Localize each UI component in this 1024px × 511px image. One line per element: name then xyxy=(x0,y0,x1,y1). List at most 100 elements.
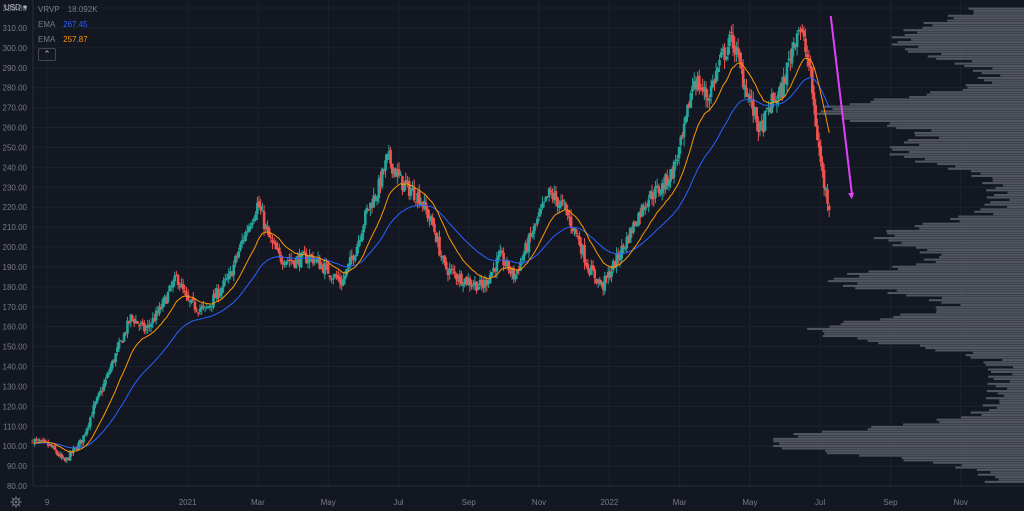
candle-body xyxy=(374,196,377,199)
candle-body xyxy=(588,269,591,276)
candle-body xyxy=(107,372,111,375)
volume-profile-bar xyxy=(822,430,1024,433)
volume-profile-bar xyxy=(1002,184,1024,187)
candle-body xyxy=(382,169,386,172)
volume-profile-bar xyxy=(986,189,1024,192)
candle-body xyxy=(144,329,148,331)
candle-body xyxy=(539,208,543,214)
candle-body xyxy=(210,305,214,308)
candle-body xyxy=(623,247,627,250)
volume-profile-bar xyxy=(935,349,1024,352)
candle-body xyxy=(185,292,188,297)
candle-body xyxy=(131,315,134,318)
y-tick-label: 280.00 xyxy=(3,84,28,93)
volume-profile-bar xyxy=(847,272,1024,275)
candle-body xyxy=(67,457,70,461)
volume-profile-bar xyxy=(971,174,1024,177)
candle-body xyxy=(697,75,701,91)
candle-body xyxy=(60,454,63,458)
volume-profile-bar xyxy=(973,69,1024,72)
candle-body xyxy=(303,251,306,254)
candle-body xyxy=(448,268,451,274)
legend-ema-fast[interactable]: EMA 257.87 xyxy=(38,32,98,47)
candle-body xyxy=(444,261,448,270)
candle-body xyxy=(679,136,683,146)
candle-body xyxy=(122,333,126,342)
candle-body xyxy=(460,273,463,285)
volume-profile-bar xyxy=(954,62,1024,65)
volume-profile-bar xyxy=(950,217,1024,221)
y-tick-label: 120.00 xyxy=(3,402,28,411)
candle-body xyxy=(272,241,276,244)
candle-body xyxy=(338,277,342,283)
candle-body xyxy=(574,229,578,234)
candle-body xyxy=(805,54,809,58)
candle-body xyxy=(259,205,263,211)
candle-body xyxy=(649,190,652,199)
volume-profile-bar xyxy=(822,330,1024,333)
candle-body xyxy=(478,279,482,286)
x-tick-label: 9 xyxy=(45,498,50,507)
volume-profile-bar xyxy=(891,36,1024,39)
legend-vrvp[interactable]: VRVP 18.092K xyxy=(38,2,98,17)
volume-profile-bar xyxy=(995,385,1024,388)
legend-ema-slow[interactable]: EMA 267.45 xyxy=(38,17,98,32)
candle-body xyxy=(443,255,446,263)
volume-profile-bar xyxy=(941,301,1024,304)
y-tick-label: 270.00 xyxy=(3,104,28,113)
volume-profile-bar xyxy=(937,162,1024,166)
candle-body xyxy=(677,146,681,159)
volume-profile-bar xyxy=(1003,394,1024,397)
candle-body xyxy=(622,245,625,248)
candle-body xyxy=(559,201,563,207)
volume-profile-bar xyxy=(935,306,1024,309)
volume-profile-bar xyxy=(973,12,1024,15)
candle-body xyxy=(789,58,792,61)
candle-body xyxy=(166,292,170,303)
y-tick-label: 250.00 xyxy=(3,143,28,152)
gear-icon[interactable] xyxy=(10,496,22,508)
candle-body xyxy=(647,199,650,207)
volume-profile-bar xyxy=(820,110,1024,113)
candle-body xyxy=(809,65,812,68)
candle-body xyxy=(701,87,704,91)
candle-body xyxy=(784,77,787,84)
candles xyxy=(31,23,831,464)
candle-body xyxy=(780,83,784,98)
volume-profile-bar xyxy=(833,277,1024,280)
candle-body xyxy=(208,305,212,307)
candle-body xyxy=(416,192,419,202)
volume-profile-bar xyxy=(897,41,1024,44)
volume-profile-bar xyxy=(992,179,1024,182)
candle-body xyxy=(465,276,468,285)
candle-body xyxy=(439,255,443,257)
candle-body xyxy=(716,67,720,72)
candle-body xyxy=(618,257,622,261)
candle-body xyxy=(724,56,728,60)
candle-body xyxy=(164,297,168,304)
volume-profile-bar xyxy=(961,464,1024,467)
candle-body xyxy=(816,125,819,141)
candle-body xyxy=(691,85,694,92)
volume-profile-bar xyxy=(904,141,1024,144)
candle-body xyxy=(630,229,634,233)
candle-body xyxy=(770,93,774,113)
candle-body xyxy=(264,225,268,229)
volume-profile-bar xyxy=(983,361,1024,364)
candle-body xyxy=(365,207,369,212)
candle-body xyxy=(222,280,225,288)
currency-selector[interactable]: USD ▾ xyxy=(4,3,28,12)
candle-body xyxy=(451,268,455,271)
volume-profile-bar xyxy=(985,397,1024,400)
volume-profile-bar xyxy=(941,253,1024,256)
candle-body xyxy=(482,284,485,289)
candle-body xyxy=(247,226,251,232)
candle-body xyxy=(50,444,53,447)
candle-body xyxy=(686,104,689,118)
candle-body xyxy=(136,321,139,324)
candle-body xyxy=(617,252,620,259)
candle-body xyxy=(627,235,630,243)
legend-collapse-button[interactable]: ⌃ xyxy=(38,48,56,61)
